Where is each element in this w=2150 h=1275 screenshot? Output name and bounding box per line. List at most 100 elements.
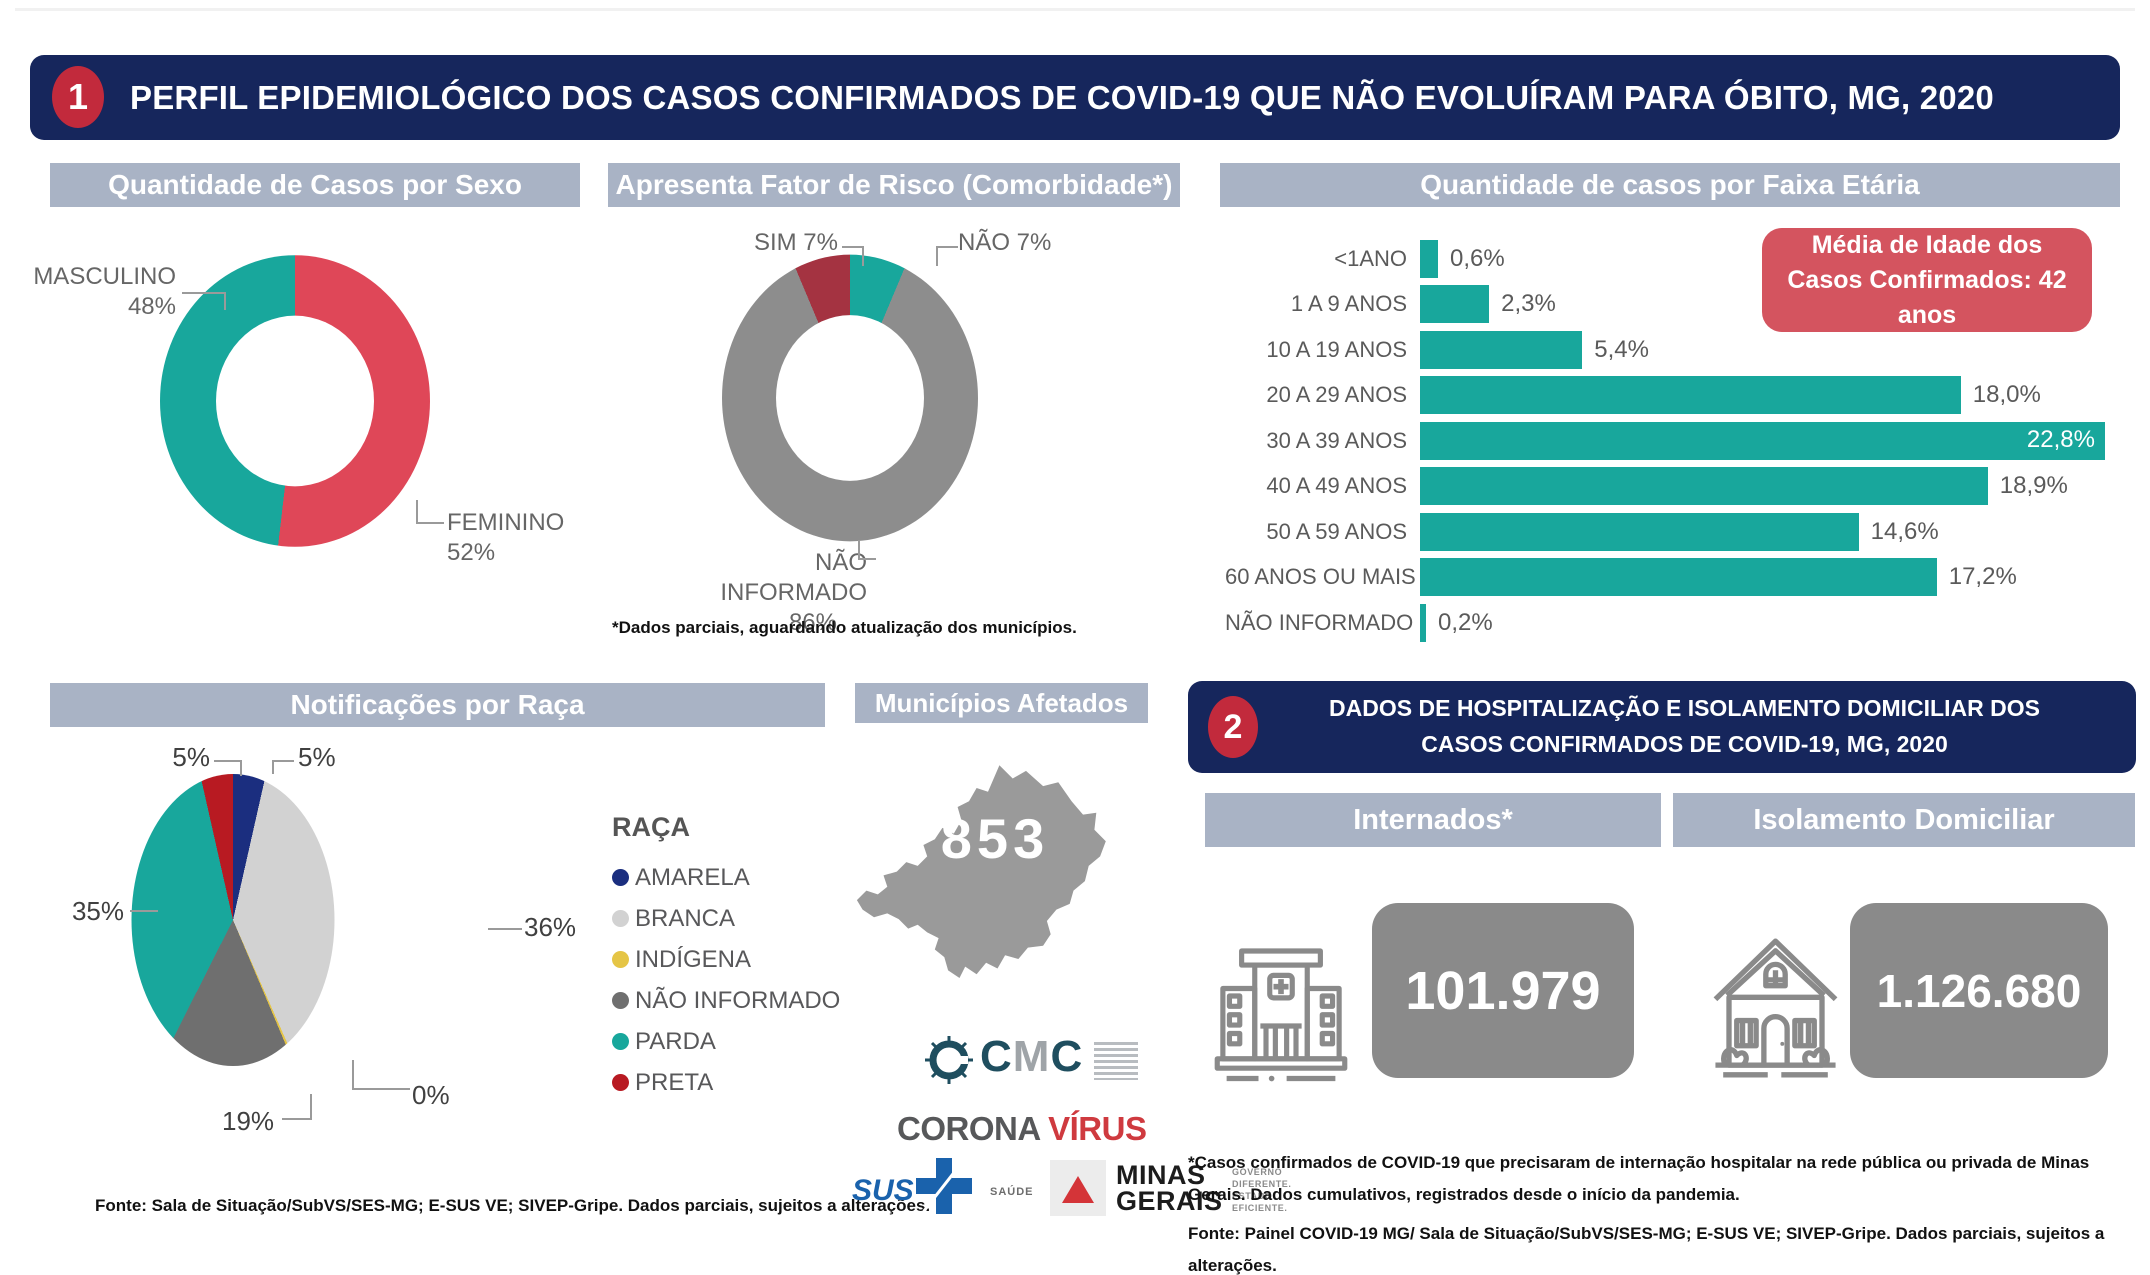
leader-line [416,500,444,524]
legend-label: NÃO INFORMADO [635,986,841,1014]
raca-legend: RAÇA AMARELA BRANCA INDÍGENA NÃO INFORMADO P… [612,812,840,1103]
leader-line [488,928,522,932]
label-nao-informado: NÃO INFORMADO 86% [720,549,867,636]
pie-label-amarela: 5% [298,742,336,772]
legend-item: NÃO INFORMADO [612,980,840,1021]
panel2-footnotes: *Casos confirmados de COVID-19 que preci… [1188,1147,2140,1275]
bar [1420,239,1439,278]
legend-title: RAÇA [612,812,690,842]
saude-label: SAÚDE [990,1186,1034,1198]
section-2-title: DADOS DE HOSPITALIZAÇÃO E ISOLAMENTO DOM… [1329,695,2040,757]
donut-chart-comorbidade [722,254,978,542]
legend-item: INDÍGENA [612,939,840,980]
section-1-title: PERFIL EPIDEMIOLÓGICO DOS CASOS CONFIRMA… [130,78,1994,116]
media-idade-callout: Média de Idade dos Casos Confirmados: 42… [1762,228,2092,332]
label-feminino: FEMININO 52% [447,509,565,566]
minas-gerais-map-shape [856,765,1106,978]
legend-label: PARDA [635,1027,716,1055]
bar [1420,558,1937,597]
pie-label-nao-informado: 19% [222,1106,275,1136]
leader-line [936,246,958,266]
bar [1420,512,1859,551]
footnote-internados: *Casos confirmados de COVID-19 que preci… [1188,1153,2090,1205]
panel2-header: 2 DADOS DE HOSPITALIZAÇÃO E ISOLAMENTO D… [1188,681,2136,773]
hospital-icon [1206,932,1356,1095]
bar-value-label: 2,3% [1501,290,1556,318]
legend-swatch [612,1074,629,1091]
leader-line [352,1060,410,1090]
pie-label-indigena: 0% [412,1080,450,1110]
municipios-count: 853 [940,807,1050,870]
minas-gerais-wordmark: MINAS GERAIS [1116,1160,1223,1216]
bar-value-label: 18,0% [1972,381,2041,409]
cmc-logo: CMC [922,1032,1138,1092]
bar-row: 50 A 59 ANOS 14,6% [1225,509,2120,555]
header-isolamento: Isolamento Domiciliar [1673,793,2135,847]
bar-category-label: 40 A 49 ANOS [1266,473,1407,499]
header-internados: Internados* [1205,793,1661,847]
bar-category-label: 10 A 19 ANOS [1266,336,1407,362]
bar-row: 10 A 19 ANOS 5,4% [1225,327,2120,373]
bar [1420,376,1961,415]
bar-value-label: 5,4% [1594,335,1649,363]
bar-row: 30 A 39 ANOS 22,8% [1225,418,2120,464]
legend-swatch [612,869,629,886]
fonte-right: Fonte: Painel COVID-19 MG/ Sala de Situa… [1188,1223,2105,1275]
comorbidade-footnote: *Dados parciais, aguardando atualização … [612,618,1077,637]
bar-category-label: 1 A 9 ANOS [1290,291,1407,317]
minas-gerais-emblem-icon [1050,1160,1106,1216]
legend-label: BRANCA [635,904,736,932]
label-masculino: MASCULINO 48% [33,263,176,320]
header-fator-de-risco: Apresenta Fator de Risco (Comorbidade*) [608,163,1180,207]
fonte-left: Fonte: Sala de Situação/SubVS/SES-MG; E-… [95,1196,931,1215]
bar-value-label: 0,2% [1438,608,1493,636]
internados-value-box: 101.979 [1372,903,1634,1078]
header-notificacoes-raca: Notificações por Raça [50,683,825,727]
bar-category-label: NÃO INFORMADO [1225,609,1414,635]
legend-label: AMARELA [635,863,750,891]
legend-item: PRETA [612,1062,840,1103]
header-faixa-etaria: Quantidade de casos por Faixa Etária [1220,163,2120,207]
leader-line [130,910,158,914]
bar-category-label: <1ANO [1334,245,1407,271]
bar: 22,8% [1420,421,2105,460]
sus-logo: SUS [852,1174,914,1207]
legend-swatch [612,992,629,1009]
house-icon [1698,928,1853,1091]
section-2-badge: 2 [1208,696,1258,758]
legend-item: AMARELA [612,857,840,898]
leader-line [272,760,294,774]
bar-row: 20 A 29 ANOS 18,0% [1225,373,2120,419]
bar-row: 1 A 9 ANOS 2,3% [1225,282,2120,328]
label-nao: NÃO 7% [958,229,1052,256]
bar-value-label: 18,9% [1999,472,2068,500]
leader-line [282,1094,312,1120]
cmc-virus-icon [925,1036,973,1084]
section-1-badge: 1 [52,66,104,128]
label-sim: SIM 7% [753,229,838,256]
legend-item: PARDA [612,1021,840,1062]
panel1-header: 1 PERFIL EPIDEMIOLÓGICO DOS CASOS CONFIR… [30,55,2120,140]
pie-label-parda: 35% [71,896,124,926]
coronavirus-logo: CORONA VÍRUS [897,1110,1147,1147]
bar-row: 40 A 49 ANOS 18,9% [1225,464,2120,510]
bar-category-label: 60 ANOS OU MAIS [1225,564,1416,590]
bar-category-label: 30 A 39 ANOS [1266,427,1407,453]
cmc-fine-print [1094,1042,1138,1080]
legend-swatch [612,951,629,968]
leader-line [214,760,242,776]
governo-tagline: GOVERNO DIFERENTE. ESTADO EFICIENTE. [1232,1167,1292,1214]
leader-line [858,540,876,560]
legend-label: PRETA [635,1068,714,1096]
bar-value-label: 17,2% [1948,563,2017,591]
isolamento-value-box: 1.126.680 [1850,903,2108,1078]
donut-chart-sexo [160,255,430,547]
bar [1420,467,1988,506]
sus-cross-icon [916,1158,972,1214]
bar-category-label: 20 A 29 ANOS [1266,382,1407,408]
header-casos-por-sexo: Quantidade de Casos por Sexo [50,163,580,207]
bar-category-label: 50 A 59 ANOS [1266,518,1407,544]
leader-line [182,292,226,310]
mg-map: 853 [855,738,1140,1028]
